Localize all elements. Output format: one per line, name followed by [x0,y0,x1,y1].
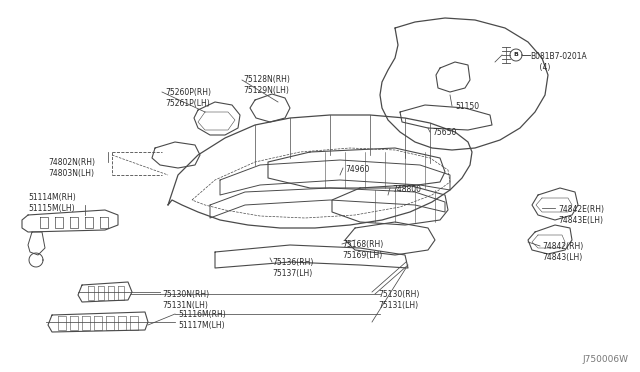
Text: 75128N(RH)
75129N(LH): 75128N(RH) 75129N(LH) [243,75,290,95]
Text: 51116M(RH)
51117M(LH): 51116M(RH) 51117M(LH) [178,310,226,330]
Text: 74842(RH)
74843(LH): 74842(RH) 74843(LH) [542,242,583,262]
Text: 51150: 51150 [455,102,479,111]
Text: 51114M(RH)
51115M(LH): 51114M(RH) 51115M(LH) [28,193,76,213]
Text: 74842E(RH)
74843E(LH): 74842E(RH) 74843E(LH) [558,205,604,225]
Text: 75168(RH)
75169(LH): 75168(RH) 75169(LH) [342,240,383,260]
Text: 75136(RH)
75137(LH): 75136(RH) 75137(LH) [272,258,314,278]
Text: 75130N(RH)
75131N(LH): 75130N(RH) 75131N(LH) [162,290,209,310]
Text: 74960: 74960 [345,165,369,174]
Text: B: B [513,52,518,58]
Text: 75650: 75650 [432,128,456,137]
Text: 74802N(RH)
74803N(LH): 74802N(RH) 74803N(LH) [48,158,95,178]
Text: 75260P(RH)
75261P(LH): 75260P(RH) 75261P(LH) [165,88,211,108]
Text: B081B7-0201A
    (4): B081B7-0201A (4) [530,52,587,72]
Text: 75130(RH)
75131(LH): 75130(RH) 75131(LH) [378,290,419,310]
Text: 748800: 748800 [392,185,421,194]
Text: J750006W: J750006W [582,355,628,364]
